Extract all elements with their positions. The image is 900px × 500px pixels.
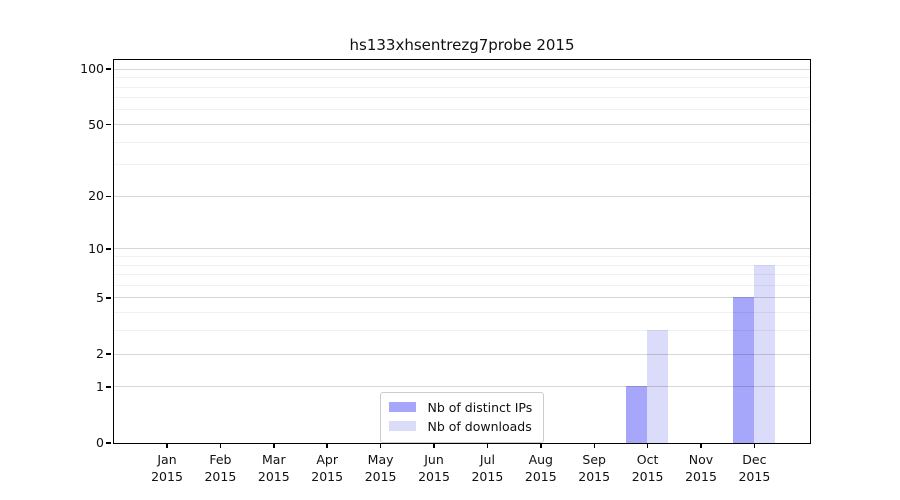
x-axis-tick	[433, 443, 435, 448]
gridline-major	[113, 297, 810, 299]
bar	[625, 386, 648, 443]
gridline-minor	[113, 284, 810, 286]
x-axis-tick	[540, 443, 542, 448]
y-axis-tick	[106, 442, 111, 444]
plot-area: Nb of distinct IPs Nb of downloads	[112, 58, 811, 444]
bar	[753, 264, 776, 443]
chart-title: hs133xhsentrezg7probe 2015	[349, 36, 575, 54]
x-axis-tick	[219, 443, 222, 448]
gridline-minor	[113, 256, 810, 257]
x-axis-tick	[753, 443, 756, 448]
legend-swatch-downloads-icon	[388, 421, 416, 431]
gridline-minor	[113, 330, 810, 332]
y-axis-tick	[106, 68, 111, 70]
gridline-major	[113, 68, 810, 70]
gridline-minor	[113, 77, 810, 78]
x-axis-tick-label: Oct 2015	[631, 452, 664, 484]
y-axis-tick	[106, 297, 111, 299]
x-axis-tick-label: Aug 2015	[524, 452, 557, 484]
y-axis-tick-label: 1	[96, 378, 104, 394]
gridline-major	[113, 248, 810, 250]
x-axis-tick	[379, 443, 382, 448]
y-axis-tick-label: 5	[96, 289, 104, 305]
x-axis-tick-label: Mar 2015	[257, 452, 290, 484]
y-axis-tick	[106, 248, 111, 250]
x-axis-tick	[273, 443, 275, 448]
x-axis-tick	[646, 443, 649, 448]
gridline-major	[113, 124, 810, 125]
gridline-minor	[113, 109, 810, 111]
y-axis-tick-label: 10	[88, 240, 104, 256]
y-axis-tick	[106, 123, 111, 126]
y-axis-tick-label: 0	[96, 435, 104, 450]
gridline-major	[113, 353, 810, 355]
x-axis-tick	[593, 443, 595, 448]
y-axis-tick-label: 100	[80, 61, 104, 77]
legend-item-distinct-ips: Nb of distinct IPs	[388, 398, 543, 417]
gridline-major	[113, 195, 810, 197]
legend: Nb of distinct IPs Nb of downloads	[379, 391, 544, 443]
x-axis-tick-label: Sep 2015	[578, 452, 611, 484]
gridline-minor	[113, 164, 810, 166]
y-axis-tick	[106, 353, 111, 355]
gridline-minor	[113, 312, 810, 314]
gridline-minor	[113, 274, 810, 275]
x-axis-tick-label: Dec 2015	[738, 452, 771, 484]
legend-label-downloads: Nb of downloads	[427, 418, 532, 434]
bar	[647, 330, 669, 443]
gridline-minor	[113, 86, 810, 88]
x-axis-tick-label: Apr 2015	[311, 452, 344, 484]
y-axis-tick-label: 2	[96, 346, 104, 361]
y-axis-tick	[106, 386, 111, 388]
y-axis-tick	[106, 195, 111, 198]
legend-swatch-distinct-ips-icon	[388, 402, 416, 412]
x-axis-tick-label: May 2015	[364, 452, 397, 484]
y-axis-tick-label: 20	[88, 188, 104, 204]
bar	[732, 297, 754, 443]
x-axis-tick-label: Jan 2015	[151, 452, 183, 484]
gridline-minor	[113, 264, 810, 266]
x-axis-tick-label: Nov 2015	[685, 452, 717, 484]
x-axis-tick	[700, 443, 702, 448]
x-axis-tick	[326, 443, 328, 448]
legend-label-distinct-ips: Nb of distinct IPs	[427, 399, 533, 415]
y-axis-tick-label: 50	[88, 116, 104, 132]
legend-item-downloads: Nb of downloads	[388, 417, 543, 436]
gridline-minor	[113, 97, 810, 99]
plot-canvas	[113, 60, 810, 443]
x-axis-tick-label: Jun 2015	[418, 452, 450, 484]
gridline-major	[113, 386, 810, 388]
x-axis-tick-label: Jul 2015	[471, 452, 504, 484]
x-axis-tick	[166, 443, 168, 448]
x-axis-tick	[486, 443, 489, 448]
x-axis-tick-label: Feb 2015	[204, 452, 237, 484]
gridline-minor	[113, 141, 810, 143]
